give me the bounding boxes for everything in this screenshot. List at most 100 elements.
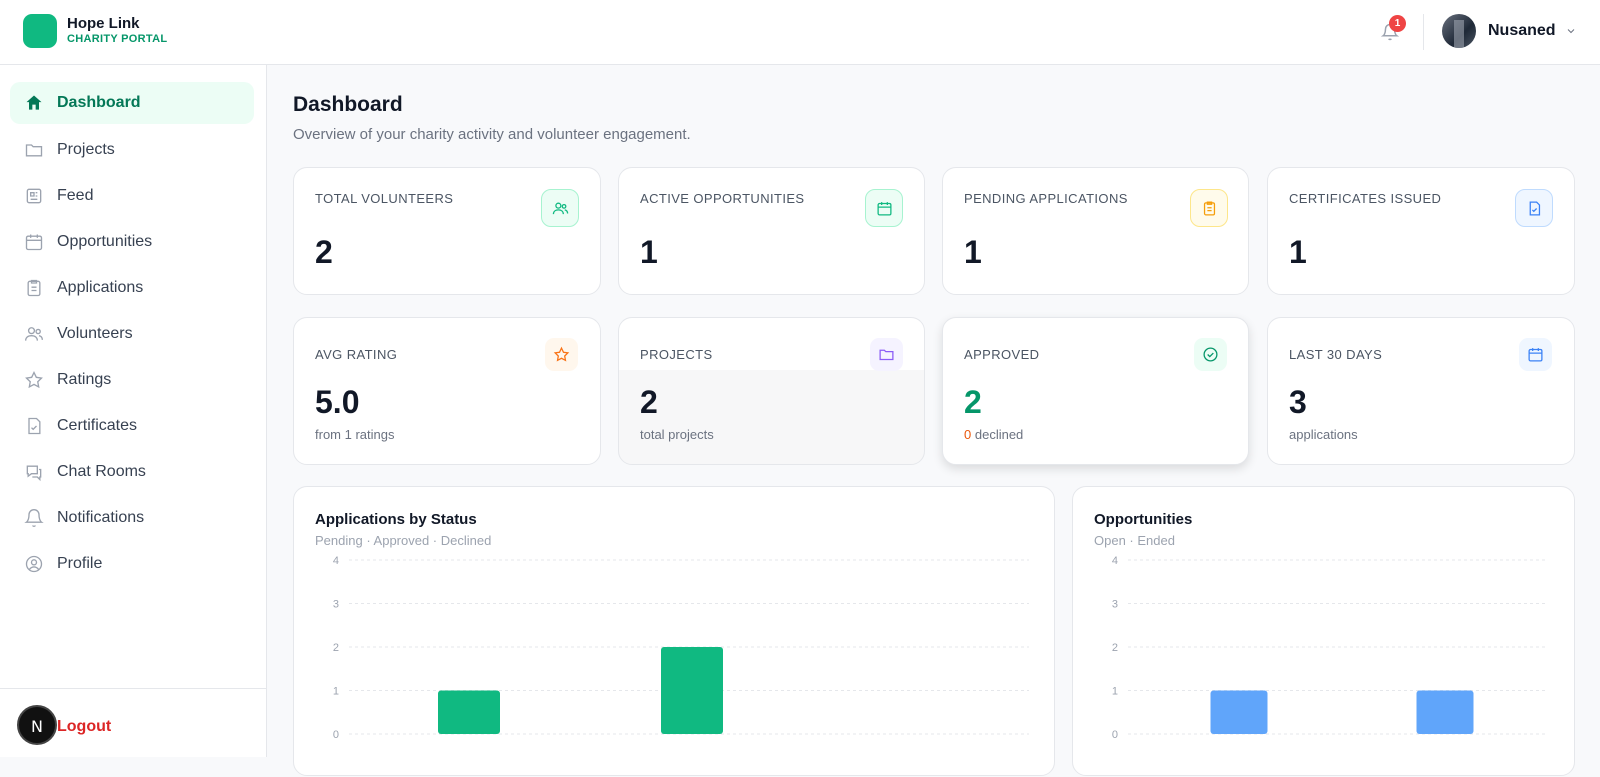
stat-label: ACTIVE OPPORTUNITIES	[640, 191, 805, 206]
star-icon	[25, 370, 43, 389]
sidebar-item-volunteers[interactable]: Volunteers	[10, 313, 254, 355]
stat-label: APPROVED	[964, 347, 1040, 362]
chart-card-opportunities: Opportunities Open · Ended 0 1 2 3 4	[1072, 486, 1575, 776]
y-tick-label: 3	[1112, 599, 1118, 611]
opportunities-bar-chart: 0 1 2 3 4	[1112, 555, 1548, 741]
y-tick-label: 4	[1112, 555, 1118, 567]
sidebar-item-label: Feed	[57, 187, 94, 204]
sidebar-item-label: Applications	[57, 279, 144, 296]
logo-icon[interactable]	[23, 14, 57, 48]
sidebar-item-applications[interactable]: Applications	[10, 267, 254, 309]
stat-card-projects[interactable]: PROJECTS 2 total projects	[618, 317, 925, 465]
y-tick-label: 1	[1112, 686, 1118, 698]
y-tick-label: 0	[1112, 729, 1118, 741]
y-tick-label: 2	[1112, 642, 1118, 654]
declined-label: declined	[974, 427, 1024, 442]
dev-tools-badge[interactable]: N	[17, 705, 57, 745]
stat-card-total-volunteers[interactable]: TOTAL VOLUNTEERS 2	[293, 167, 601, 295]
calendar-icon	[1519, 338, 1552, 371]
stat-note: from 1 ratings	[315, 427, 395, 442]
folder-icon	[870, 338, 903, 371]
stat-value: 5.0	[315, 384, 360, 420]
stat-label: PENDING APPLICATIONS	[964, 191, 1128, 206]
bar-ended	[1416, 690, 1474, 734]
sidebar-item-feed[interactable]: Feed	[10, 175, 254, 217]
stat-label: CERTIFICATES ISSUED	[1289, 191, 1442, 206]
sidebar-item-label: Projects	[57, 141, 115, 158]
sidebar-item-label: Ratings	[57, 371, 112, 388]
clipboard-icon	[1190, 189, 1228, 227]
y-tick-label: 4	[333, 555, 339, 567]
top-bar: Hope Link CHARITY PORTAL 1 Nusaned	[0, 0, 1600, 65]
stat-label: PROJECTS	[640, 347, 713, 362]
calendar-icon	[25, 234, 43, 251]
page-subtitle: Overview of your charity activity and vo…	[293, 126, 691, 143]
bar-pending	[438, 690, 500, 734]
home-icon	[26, 95, 42, 110]
y-tick-label: 1	[333, 686, 339, 698]
sidebar-item-certificates[interactable]: Certificates	[10, 405, 254, 447]
brand-name[interactable]: Hope Link	[67, 15, 140, 32]
stat-note: 0 declined	[964, 427, 1023, 442]
page-title: Dashboard	[293, 93, 403, 116]
chart-title: Applications by Status	[315, 511, 477, 528]
calendar-icon	[865, 189, 903, 227]
y-tick-label: 2	[333, 642, 339, 654]
chat-icon	[26, 465, 42, 482]
header-divider	[1423, 14, 1424, 50]
user-circle-icon	[25, 555, 43, 573]
chart-card-applications-by-status: Applications by Status Pending · Approve…	[293, 486, 1055, 776]
users-icon	[541, 189, 579, 227]
stat-note: total projects	[640, 427, 714, 442]
stat-value: 2	[964, 384, 982, 420]
bell-icon	[24, 509, 44, 528]
chart-title: Opportunities	[1094, 511, 1193, 528]
sidebar-item-dashboard[interactable]: Dashboard	[10, 82, 254, 124]
stat-card-certificates-issued[interactable]: CERTIFICATES ISSUED 1	[1267, 167, 1575, 295]
sidebar-item-label: Volunteers	[57, 325, 133, 342]
stat-label: AVG RATING	[315, 347, 398, 362]
folder-icon	[25, 144, 43, 157]
sidebar: Dashboard Projects Feed Opportunities Ap…	[0, 65, 267, 757]
applications-bar-chart: 0 1 2 3 4	[333, 555, 1029, 741]
sidebar-item-ratings[interactable]: Ratings	[10, 359, 254, 401]
star-icon	[545, 338, 578, 371]
stat-card-pending-applications[interactable]: PENDING APPLICATIONS 1	[942, 167, 1249, 295]
chevron-down-icon[interactable]	[1565, 25, 1577, 37]
sidebar-item-label: Opportunities	[57, 233, 153, 250]
stat-card-last-30-days[interactable]: LAST 30 DAYS 3 applications	[1267, 317, 1575, 465]
y-tick-label: 0	[333, 729, 339, 741]
y-tick-label: 3	[333, 599, 339, 611]
sidebar-item-opportunities[interactable]: Opportunities	[10, 221, 254, 263]
sidebar-item-profile[interactable]: Profile	[10, 543, 254, 585]
notification-count-badge: 1	[1389, 15, 1406, 32]
stat-value: 2	[640, 384, 658, 420]
clipboard-icon	[27, 279, 41, 297]
stat-value: 1	[640, 234, 658, 270]
sidebar-item-notifications[interactable]: Notifications	[10, 497, 254, 539]
stat-card-avg-rating[interactable]: AVG RATING 5.0 from 1 ratings	[293, 317, 601, 465]
file-check-icon	[1515, 189, 1553, 227]
sidebar-item-label: Notifications	[57, 509, 145, 526]
sidebar-item-label: Certificates	[57, 417, 138, 434]
avatar[interactable]	[1442, 14, 1476, 48]
sidebar-item-label: Profile	[57, 555, 103, 572]
stat-label: LAST 30 DAYS	[1289, 347, 1383, 362]
logout-button[interactable]: Logout	[57, 718, 112, 735]
stat-card-approved[interactable]: APPROVED 2 0 declined	[942, 317, 1249, 465]
chart-subtitle: Pending · Approved · Declined	[315, 533, 492, 548]
declined-count: 0	[964, 427, 972, 442]
bar-open	[1210, 690, 1268, 734]
sidebar-item-label: Chat Rooms	[57, 463, 146, 480]
bar-approved	[661, 647, 723, 734]
user-name[interactable]: Nusaned	[1488, 22, 1556, 39]
stat-note: applications	[1289, 427, 1358, 442]
file-check-icon	[28, 417, 41, 435]
brand-subtitle: CHARITY PORTAL	[67, 33, 168, 45]
stat-value: 3	[1289, 384, 1307, 420]
check-circle-icon	[1194, 338, 1227, 371]
sidebar-item-projects[interactable]: Projects	[10, 129, 254, 171]
stat-card-active-opportunities[interactable]: ACTIVE OPPORTUNITIES 1	[618, 167, 925, 295]
chart-subtitle: Open · Ended	[1094, 533, 1175, 548]
sidebar-item-chat-rooms[interactable]: Chat Rooms	[10, 451, 254, 493]
